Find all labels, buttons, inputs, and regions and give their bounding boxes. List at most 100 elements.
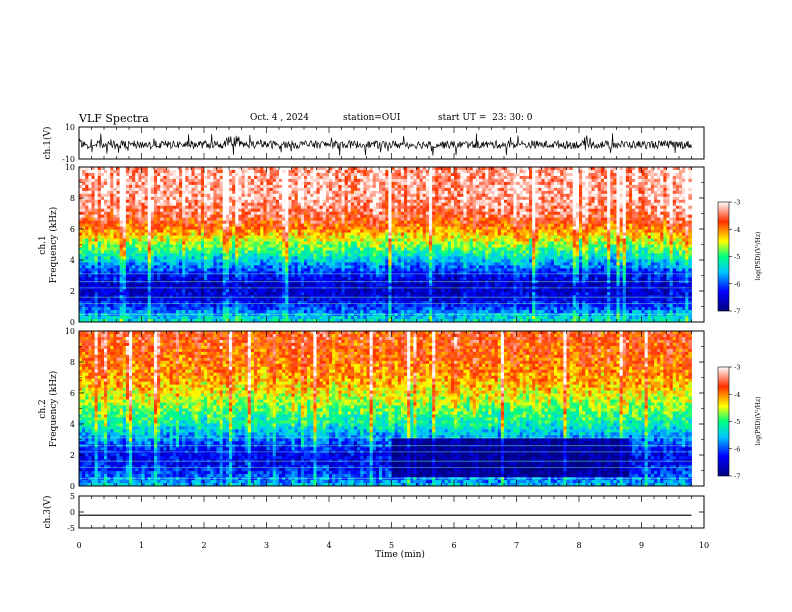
spectrogram-cell (169, 169, 174, 174)
spectrogram-cell (119, 184, 124, 189)
spectrogram-cell (110, 262, 114, 266)
spectrogram-cell (229, 187, 233, 192)
spectrogram-cell (85, 226, 89, 230)
spectrogram-cell (275, 232, 280, 236)
spectrogram-cell (325, 190, 330, 195)
spectrogram-cell (129, 211, 133, 216)
spectrogram-cell (347, 211, 352, 216)
spectrogram-cell (260, 190, 264, 195)
spectrogram-cell (244, 238, 249, 242)
spectrogram-cell (363, 307, 367, 311)
spectrogram-cell (341, 268, 346, 272)
spectrogram-cell (122, 205, 127, 210)
spectrogram-cell (279, 310, 283, 314)
spectrogram-cell (272, 307, 277, 311)
spectrogram-cell (119, 205, 124, 210)
spectrogram-cell (319, 208, 324, 213)
spectrogram-cell (325, 253, 330, 257)
spectrogram-cell (350, 202, 355, 207)
spectrogram-cell (100, 238, 105, 242)
spectrogram-cell (169, 262, 174, 266)
spectrogram-cell (322, 211, 327, 216)
spectrogram-cell (357, 229, 361, 233)
spectrogram-cell (344, 193, 349, 198)
spectrogram-cell (104, 271, 108, 275)
spectrogram-cell (304, 241, 308, 245)
spectrogram-cell (79, 259, 83, 263)
spectrogram-cell (291, 277, 296, 281)
spectrogram-cell (163, 301, 167, 305)
spectrogram-cell (188, 241, 192, 245)
spectrogram-cell (363, 211, 367, 216)
spectrogram-cell (341, 181, 346, 186)
spectrogram-cell (97, 181, 102, 186)
spectrogram-cell (319, 205, 324, 210)
spectrogram-cell (204, 187, 208, 192)
spectrogram-cell (332, 226, 336, 230)
spectrogram-cell (163, 199, 167, 204)
spectrogram-cell (182, 253, 186, 257)
spectrogram-cell (107, 205, 111, 210)
spectrogram-cell (372, 298, 377, 302)
spectrogram-cell (144, 196, 149, 201)
spectrogram-cell (310, 271, 314, 275)
spectrogram-cell (325, 184, 330, 189)
spectrogram-cell (322, 259, 327, 263)
spectrogram-cell (175, 250, 180, 254)
spectrogram-cell (157, 205, 161, 210)
spectrogram-cell (116, 241, 121, 245)
spectrogram-cell (260, 253, 264, 257)
spectrogram-cell (300, 283, 305, 287)
spectrogram-cell (357, 298, 361, 302)
spectrogram-cell (191, 217, 196, 222)
spectrogram-cell (182, 241, 186, 245)
spectrogram-cell (129, 202, 133, 207)
spectrogram-cell (229, 217, 233, 222)
spectrogram-cell (113, 304, 117, 308)
spectrogram-cell (372, 265, 377, 269)
spectrogram-cell (316, 178, 321, 183)
spectrogram-cell (254, 167, 258, 171)
spectrogram-cell (125, 175, 130, 180)
spectrogram-cell (369, 277, 374, 281)
spectrogram-cell (110, 292, 114, 296)
spectrogram-cell (372, 310, 377, 314)
spectrogram-cell (110, 196, 114, 201)
spectrogram-cell (207, 220, 211, 225)
spectrogram-cell (157, 190, 161, 195)
spectrogram-cell (357, 208, 361, 213)
spectrogram-cell (97, 244, 102, 248)
spectrogram-cell (247, 172, 252, 177)
spectrogram-cell (94, 283, 99, 287)
spectrogram-cell (357, 301, 361, 305)
spectrogram-cell (232, 184, 236, 189)
spectrogram-cell (222, 253, 227, 257)
spectrogram-cell (141, 178, 146, 183)
spectrogram-cell (122, 277, 127, 281)
spectrogram-cell (332, 199, 336, 204)
spectrogram-cell (307, 199, 311, 204)
spectrogram-cell (110, 256, 114, 260)
spectrogram-cell (100, 247, 105, 251)
spectrogram-cell (169, 259, 174, 263)
spectrogram-cell (294, 313, 299, 317)
spectrogram-cell (122, 226, 127, 230)
spectrogram-cell (94, 211, 99, 216)
spectrogram-cell (188, 298, 192, 302)
spectrogram-cell (335, 205, 339, 210)
spectrogram-cell (285, 226, 289, 230)
spectrogram-cell (375, 298, 380, 302)
spectrogram-cell (275, 226, 280, 230)
spectrogram-cell (241, 271, 246, 275)
spectrogram-cell (135, 211, 139, 216)
spectrogram-cell (79, 250, 83, 254)
spectrogram-cell (150, 241, 155, 245)
spectrogram-cell (88, 175, 92, 180)
spectrogram-cell (182, 259, 186, 263)
spectrogram-cell (316, 307, 321, 311)
spectrogram-cell (291, 268, 296, 272)
spectrogram-cell (197, 259, 202, 263)
spectrogram-cell (216, 184, 221, 189)
spectrogram-cell (122, 181, 127, 186)
spectrogram-cell (200, 235, 205, 239)
